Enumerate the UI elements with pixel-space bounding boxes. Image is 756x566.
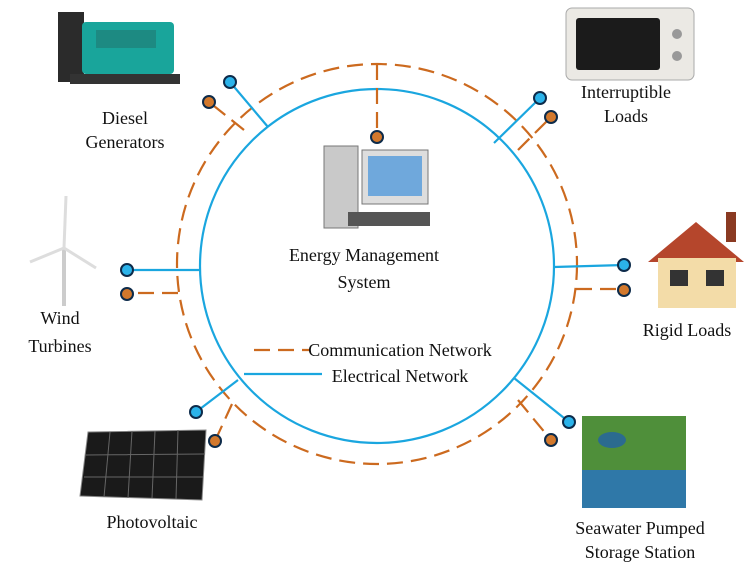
node-label: Storage Station [585,542,696,562]
node-label: Interruptible [581,82,671,102]
house-icon [648,212,744,308]
legend-label: Electrical Network [332,366,468,386]
node-label: Photovoltaic [107,512,198,532]
node-label: Energy Management [289,245,439,265]
node-label: System [337,272,390,292]
wind-turbine-icon [29,195,97,306]
node-label: Rigid Loads [643,320,732,340]
node-label: Generators [86,132,165,152]
node-label: Wind [40,308,79,328]
node-label: Loads [604,106,648,126]
node-label: Diesel [102,108,148,128]
legend-label: Communication Network [308,340,491,360]
computer-icon [323,145,430,229]
node-label: Turbines [28,336,91,356]
node-label: Seawater Pumped [575,518,704,538]
microwave-icon [565,7,695,81]
seawater-station-icon [582,416,686,508]
connectors [120,64,631,448]
solar-panel-icon [79,429,207,501]
generator-icon [58,12,180,84]
